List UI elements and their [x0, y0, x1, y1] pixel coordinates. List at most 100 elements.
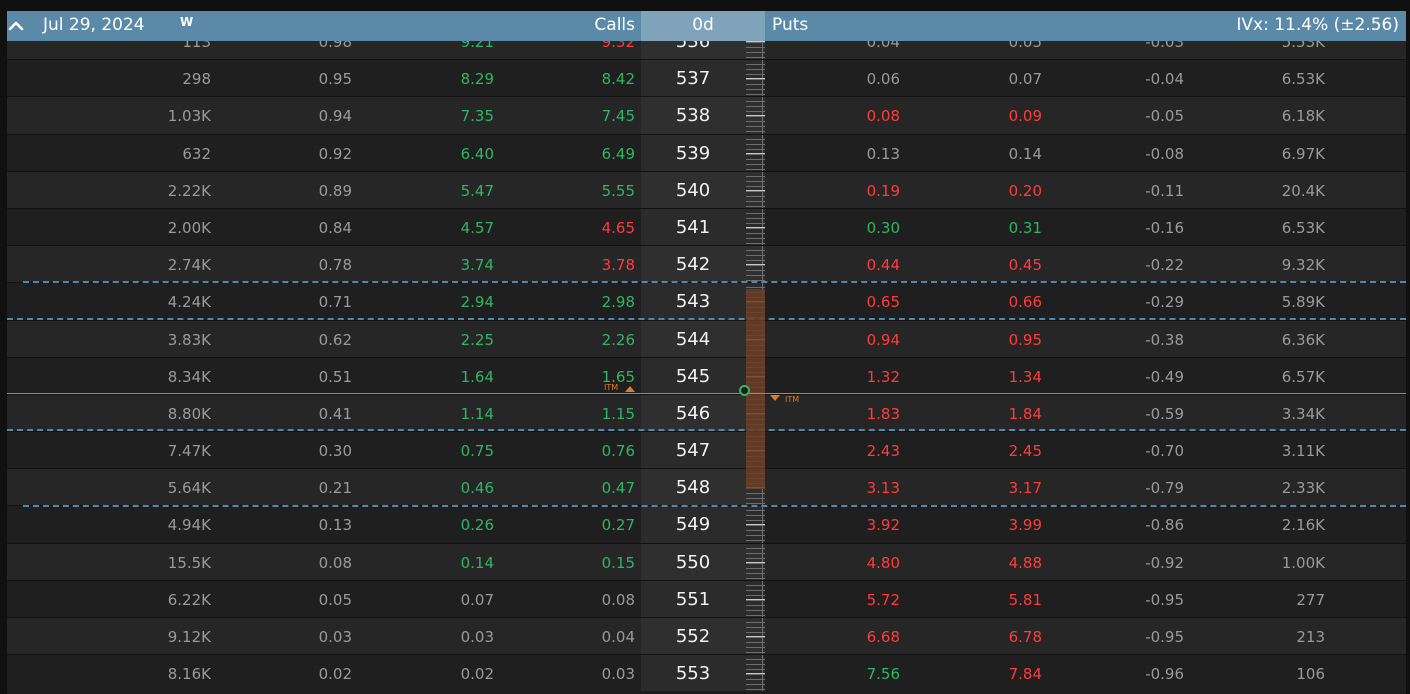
put-ask[interactable]: 1.84: [1008, 404, 1042, 423]
put-ask[interactable]: 0.31: [1008, 218, 1042, 237]
table-row[interactable]: 538 1.03K 0.94 7.35 7.45 0.08 0.09 -0.05 6.18K: [7, 96, 1406, 134]
table-row[interactable]: 544 3.83K 0.62 2.25 2.26 0.94 0.95 -0.38 6.36K: [7, 319, 1406, 357]
call-bid[interactable]: 7.35: [460, 107, 494, 126]
call-bid[interactable]: 2.94: [460, 293, 494, 312]
strike-price: 553: [675, 663, 711, 685]
table-row[interactable]: 550 15.5K 0.08 0.14 0.15 4.80 4.88 -0.92 1.00K: [7, 542, 1406, 580]
put-bid[interactable]: 2.43: [866, 442, 900, 461]
call-ask[interactable]: 1.15: [601, 404, 635, 423]
put-bid[interactable]: 4.80: [866, 553, 900, 572]
put-bid[interactable]: 6.68: [866, 628, 900, 646]
put-ask[interactable]: 3.99: [1008, 516, 1042, 535]
expiration-header[interactable]: Jul 29, 2024 W Calls 0d Puts IVx: 11.4% …: [7, 11, 1406, 41]
call-ask[interactable]: 9.32: [601, 41, 635, 51]
call-ask[interactable]: 0.04: [601, 628, 635, 646]
call-ask[interactable]: 0.03: [601, 665, 635, 684]
call-bid[interactable]: 4.57: [460, 218, 494, 237]
table-row[interactable]: 536 113 0.98 9.21 9.32 0.04 0.05 -0.03 5.53K: [7, 41, 1406, 60]
call-ask[interactable]: 3.78: [601, 256, 635, 275]
table-row[interactable]: 539 632 0.92 6.40 6.49 0.13 0.14 -0.08 6.97K: [7, 133, 1406, 171]
put-ask[interactable]: 1.34: [1008, 367, 1042, 386]
call-bid[interactable]: 0.14: [460, 553, 494, 572]
call-bid[interactable]: 1.14: [460, 404, 494, 423]
table-row[interactable]: 540 2.22K 0.89 5.47 5.55 0.19 0.20 -0.11 20.4K: [7, 170, 1406, 208]
call-bid[interactable]: 0.46: [460, 479, 494, 498]
put-bid[interactable]: 0.04: [866, 41, 900, 51]
call-bid[interactable]: 1.64: [460, 367, 494, 386]
call-ask[interactable]: 4.65: [601, 218, 635, 237]
put-ask[interactable]: 0.66: [1008, 293, 1042, 312]
call-ask[interactable]: 0.15: [601, 553, 635, 572]
call-volume: 113: [182, 41, 211, 51]
table-row[interactable]: 537 298 0.95 8.29 8.42 0.06 0.07 -0.04 6.53K: [7, 59, 1406, 97]
call-bid[interactable]: 0.02: [460, 665, 494, 684]
put-bid[interactable]: 0.19: [866, 181, 900, 200]
put-bid[interactable]: 0.94: [866, 330, 900, 349]
call-ask[interactable]: 8.42: [601, 70, 635, 89]
call-ask[interactable]: 7.45: [601, 107, 635, 126]
put-ask[interactable]: 0.05: [1008, 41, 1042, 51]
call-bid[interactable]: 3.74: [460, 256, 494, 275]
put-ask[interactable]: 0.45: [1008, 256, 1042, 275]
table-row[interactable]: 553 8.16K 0.02 0.02 0.03 7.56 7.84 -0.96 106: [7, 654, 1406, 692]
put-ask[interactable]: 3.17: [1008, 479, 1042, 498]
call-ask[interactable]: 1.65: [601, 367, 635, 386]
table-row[interactable]: 546 8.80K 0.41 1.14 1.15 1.83 1.84 -0.59 3.34K: [7, 393, 1406, 432]
put-bid[interactable]: 1.83: [866, 404, 900, 423]
strike-price: 541: [675, 216, 711, 238]
table-row[interactable]: 543 4.24K 0.71 2.94 2.98 0.65 0.66 -0.29 5.89K: [7, 282, 1406, 320]
call-bid[interactable]: 8.29: [460, 70, 494, 89]
table-row[interactable]: 551 6.22K 0.05 0.07 0.08 5.72 5.81 -0.95 277: [7, 579, 1406, 617]
table-row[interactable]: 541 2.00K 0.84 4.57 4.65 0.30 0.31 -0.16 6.53K: [7, 207, 1406, 246]
put-bid[interactable]: 0.13: [866, 144, 900, 163]
strike-price: 544: [675, 328, 711, 350]
put-ask[interactable]: 6.78: [1008, 628, 1042, 646]
put-bid[interactable]: 5.72: [866, 590, 900, 609]
table-row[interactable]: 547 7.47K 0.30 0.75 0.76 2.43 2.45 -0.70 3.11K: [7, 431, 1406, 469]
put-ask[interactable]: 0.07: [1008, 70, 1042, 89]
call-bid[interactable]: 0.07: [460, 590, 494, 609]
call-ask[interactable]: 2.98: [601, 293, 635, 312]
put-bid[interactable]: 0.44: [866, 256, 900, 275]
call-ask[interactable]: 0.47: [601, 479, 635, 498]
call-bid[interactable]: 0.03: [460, 628, 494, 646]
put-ask[interactable]: 0.09: [1008, 107, 1042, 126]
put-ask[interactable]: 7.84: [1008, 665, 1042, 684]
table-row[interactable]: 548 5.64K 0.21 0.46 0.47 3.13 3.17 -0.79 2.33K: [7, 468, 1406, 506]
table-row[interactable]: 545 8.34K 0.51 1.64 1.65 1.32 1.34 -0.49 6.57K: [7, 356, 1406, 394]
call-bid[interactable]: 0.75: [460, 442, 494, 461]
call-bid[interactable]: 6.40: [460, 144, 494, 163]
call-bid[interactable]: 2.25: [460, 330, 494, 349]
put-bid[interactable]: 0.65: [866, 293, 900, 312]
table-row[interactable]: 552 9.12K 0.03 0.03 0.04 6.68 6.78 -0.95 213: [7, 617, 1406, 655]
put-bid[interactable]: 7.56: [866, 665, 900, 684]
call-ask[interactable]: 0.76: [601, 442, 635, 461]
put-bid[interactable]: 3.92: [866, 516, 900, 535]
put-ask[interactable]: 0.95: [1008, 330, 1042, 349]
put-bid[interactable]: 0.30: [866, 218, 900, 237]
call-bid[interactable]: 5.47: [460, 181, 494, 200]
expiration-date[interactable]: Jul 29, 2024: [43, 15, 145, 35]
table-row[interactable]: 542 2.74K 0.78 3.74 3.78 0.44 0.45 -0.22 9.32K: [7, 245, 1406, 283]
call-bid[interactable]: 0.26: [460, 516, 494, 535]
call-ask[interactable]: 5.55: [601, 181, 635, 200]
put-ask[interactable]: 4.88: [1008, 553, 1042, 572]
call-ask[interactable]: 0.27: [601, 516, 635, 535]
put-ask[interactable]: 2.45: [1008, 442, 1042, 461]
put-ask[interactable]: 5.81: [1008, 590, 1042, 609]
put-bid[interactable]: 3.13: [866, 479, 900, 498]
call-delta: 0.13: [318, 516, 352, 535]
call-ask[interactable]: 0.08: [601, 590, 635, 609]
call-ask[interactable]: 6.49: [601, 144, 635, 163]
put-bid[interactable]: 0.06: [866, 70, 900, 89]
put-ask[interactable]: 0.20: [1008, 181, 1042, 200]
put-bid[interactable]: 1.32: [866, 367, 900, 386]
put-bid[interactable]: 0.08: [866, 107, 900, 126]
table-row[interactable]: 549 4.94K 0.13 0.26 0.27 3.92 3.99 -0.86 2.16K: [7, 505, 1406, 543]
chevron-up-icon[interactable]: [8, 18, 24, 34]
call-ask[interactable]: 2.26: [601, 330, 635, 349]
call-volume: 8.16K: [167, 665, 211, 684]
call-bid[interactable]: 9.21: [460, 41, 494, 51]
call-volume: 298: [182, 70, 211, 89]
put-ask[interactable]: 0.14: [1008, 144, 1042, 163]
